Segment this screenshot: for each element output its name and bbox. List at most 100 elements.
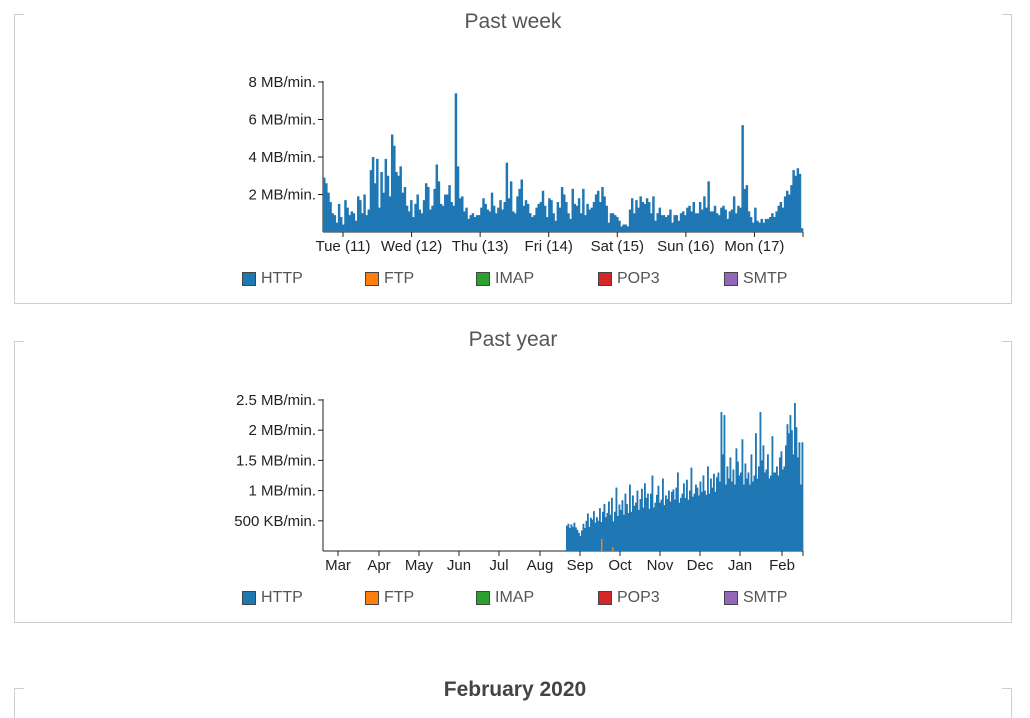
bar [696,213,700,232]
legend-item-ftp[interactable]: FTP [365,270,414,288]
legend-label: SMTP [743,589,788,606]
bar [386,175,390,232]
ftp-swatch [365,272,379,286]
bar [401,192,405,233]
bar [622,224,625,232]
y-tick-label: 2 MB/min. [248,187,316,204]
bar [762,222,766,233]
x-tick-label: Oct [608,557,632,574]
bar [488,211,492,233]
imap-swatch [476,591,490,605]
bar [577,198,581,232]
bar [696,487,699,551]
bar [363,194,366,232]
past-week-legend: HTTP FTP IMAP POP3 SMTP [227,270,827,290]
bar [708,493,711,551]
bar [648,508,651,551]
bar [437,181,441,233]
bar [702,475,705,551]
bar [410,200,413,233]
bar [672,489,675,551]
bar [786,190,789,232]
legend-item-smtp[interactable]: SMTP [724,589,787,607]
bar [579,535,582,551]
bar [439,203,443,233]
bar [480,207,483,233]
bar [647,493,649,551]
legend-item-ftp[interactable]: FTP [365,589,414,607]
bar [627,512,630,551]
bar [611,213,615,232]
legend-label: IMAP [495,589,535,606]
legend-label: HTTP [261,589,303,606]
bar [563,194,566,232]
bar [720,412,723,551]
bar [705,207,708,233]
bar [765,469,768,551]
bar [412,217,415,232]
bar [522,205,526,232]
bar [605,517,607,551]
bar [492,205,496,232]
bar [701,209,704,232]
bar [797,457,799,551]
bar [788,433,790,551]
bar [543,205,547,232]
y-tick-label: 1.5 MB/min. [236,452,316,469]
bar [373,183,377,232]
x-tick-label: Tue (11) [315,238,370,255]
bar [590,517,592,551]
legend-label: FTP [384,270,415,287]
bar [369,170,373,233]
bar [741,125,744,233]
bar [641,202,645,232]
bar [762,445,765,551]
bar [599,202,602,232]
x-tick-label: Dec [687,557,714,574]
bar [626,503,628,551]
bar [711,211,715,233]
bar [635,200,638,233]
past-year-chart: 500 KB/min. 1 MB/min. 1.5 MB/min. 2 MB/min.… [234,392,804,574]
bar [520,179,523,232]
legend-item-pop3[interactable]: POP3 [598,589,660,607]
bar [618,504,621,551]
x-tick-label: Apr [367,557,390,574]
bar [329,202,332,232]
bar [331,213,334,232]
past-year-panel: Past year [14,328,1012,623]
legend-item-smtp[interactable]: SMTP [724,270,787,288]
bar [698,202,702,232]
bar [380,172,383,232]
bar [582,523,585,551]
bar [556,202,560,232]
bar [786,424,789,551]
legend-item-http[interactable]: HTTP [242,270,303,288]
bar [609,514,612,551]
legend-item-pop3[interactable]: POP3 [598,270,660,288]
bar [732,196,736,233]
bar [429,209,432,232]
bar [352,213,356,232]
legend-item-imap[interactable]: IMAP [476,270,534,288]
legend-item-http[interactable]: HTTP [242,589,303,607]
bar [714,491,717,551]
bar [624,493,627,551]
bar [639,196,642,233]
bar [671,222,674,233]
bar [671,491,673,551]
bar [788,194,791,232]
bar [800,228,804,232]
bar [594,194,598,232]
bar [689,490,691,551]
bar [484,203,487,233]
bar [637,207,640,233]
bar [774,472,777,551]
bar [731,481,733,551]
bar [792,454,795,551]
bar [769,217,772,232]
bar [418,209,422,232]
legend-item-imap[interactable]: IMAP [476,589,534,607]
bar [753,475,756,551]
bar [692,496,694,551]
